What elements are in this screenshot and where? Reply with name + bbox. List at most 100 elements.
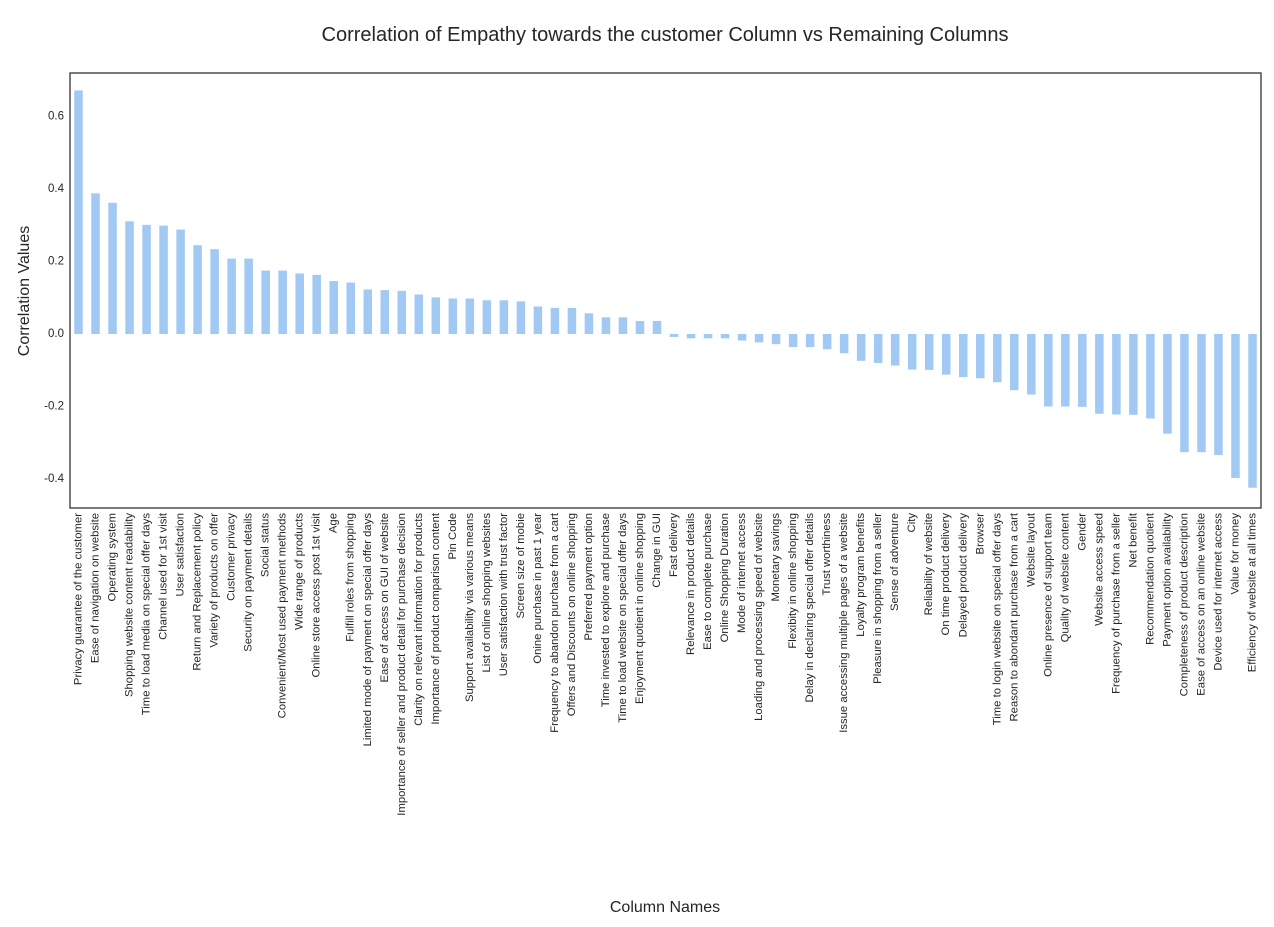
- x-tick-label: Limited mode of payment on special offer…: [362, 513, 374, 747]
- bar: [295, 273, 304, 334]
- bars-group: [74, 90, 1257, 488]
- bar: [516, 301, 526, 335]
- bar: [856, 334, 866, 361]
- y-tick-labels: -0.4 -0.2 0.0 0.2 0.4 0.6: [44, 111, 64, 486]
- bar: [907, 334, 917, 370]
- x-tick-label: Device used for internet access: [1212, 513, 1224, 671]
- bar: [652, 320, 662, 334]
- x-tick-label: Time to load website on special offer da…: [617, 513, 629, 723]
- bar: [278, 270, 287, 334]
- bar: [890, 334, 900, 366]
- bar: [635, 320, 645, 334]
- bar: [1044, 334, 1053, 407]
- bar: [244, 258, 253, 334]
- x-tick-label: Browser: [974, 513, 986, 555]
- x-tick-label: Payment option availability: [1161, 513, 1173, 647]
- bar: [976, 334, 985, 379]
- x-tick-label: Return and Replacement policy: [192, 513, 204, 671]
- x-tick-label: Pin Code: [447, 513, 459, 559]
- bar: [1129, 334, 1138, 415]
- x-tick-label: Variety of products on offer: [209, 513, 221, 648]
- y-tick-label: -0.4: [44, 473, 64, 485]
- x-tick-label: Issue accessing multiple pages of a webs…: [838, 513, 850, 733]
- bar: [74, 90, 83, 335]
- x-tick-label: Support availability via various means: [464, 513, 476, 702]
- bar: [754, 334, 764, 343]
- y-tick-label: 0.4: [48, 183, 65, 195]
- y-tick-label: -0.2: [44, 401, 64, 413]
- y-tick-label: 0.6: [48, 111, 64, 123]
- bar: [771, 334, 781, 345]
- x-tick-label: Fast delivery: [668, 513, 680, 577]
- bar: [703, 334, 713, 339]
- bar: [993, 334, 1002, 383]
- x-tick-label: Website layout: [1025, 512, 1037, 587]
- x-tick-label: Wide range of products: [294, 513, 306, 630]
- x-tick-label: Enjoyment quotient in online shopping: [634, 513, 646, 704]
- x-tick-label: Reliability of website: [923, 513, 935, 615]
- x-tick-label: Online presence of support team: [1042, 513, 1054, 677]
- bar: [312, 274, 321, 334]
- bar: [1214, 334, 1223, 456]
- bar: [839, 334, 849, 354]
- x-tick-label: Completeness of product description: [1178, 513, 1190, 696]
- x-tick-label: Social status: [260, 513, 272, 577]
- x-tick-label: Pleasure in shopping from a seller: [872, 513, 884, 684]
- bar: [329, 281, 338, 334]
- bar: [1061, 334, 1070, 407]
- plot-area-frame: [69, 72, 1262, 509]
- bar: [193, 245, 202, 334]
- bar: [941, 334, 951, 375]
- bar: [550, 307, 560, 334]
- x-tick-label: Mode of internet access: [736, 513, 748, 633]
- x-tick-label: Gender: [1076, 513, 1088, 551]
- bar: [499, 300, 509, 334]
- bar: [1027, 334, 1036, 395]
- bar: [822, 334, 832, 350]
- x-tick-label: Loading and processing speed of website: [753, 513, 765, 721]
- x-tick-label: Reason to abondant purchase from a cart: [1008, 512, 1020, 721]
- bar: [618, 317, 628, 334]
- x-tick-label: Age: [328, 513, 340, 533]
- bar: [261, 270, 270, 334]
- x-tick-label: Time to load media on special offer days: [141, 513, 153, 716]
- x-tick-labels: Privacy guarantee of the customer Ease of…: [73, 512, 1259, 816]
- y-tick-label: 0.0: [48, 328, 64, 340]
- x-tick-label: Frequency of purchase from a seller: [1110, 513, 1122, 694]
- x-tick-label: Recommendation quotient: [1144, 512, 1156, 645]
- x-tick-label: Flexibity in online shopping: [787, 513, 799, 649]
- bar: [805, 334, 815, 348]
- bar: [1078, 334, 1087, 407]
- x-tick-label: Operating system: [107, 513, 119, 602]
- x-tick-label: Relevance in product details: [685, 513, 697, 655]
- x-tick-label: Frequency to abandon purchase from a car…: [549, 512, 561, 733]
- bar: [686, 334, 696, 339]
- bar: [584, 313, 594, 334]
- x-tick-label: Quality of website content: [1059, 512, 1071, 642]
- bar: [125, 221, 134, 334]
- bar: [1197, 334, 1206, 453]
- x-tick-label: Ease of access on GUI of website: [379, 513, 391, 683]
- bar: [346, 282, 355, 334]
- bar: [1180, 334, 1189, 453]
- bar: [414, 294, 424, 334]
- bar: [363, 289, 373, 334]
- bar: [465, 298, 475, 334]
- y-tick-label: 0.2: [48, 256, 64, 268]
- x-tick-label: Preferred payment option: [583, 513, 595, 640]
- bar: [397, 290, 407, 334]
- x-tick-label: Online Shopping Duration: [719, 513, 731, 642]
- x-tick-label: City: [906, 513, 918, 533]
- bar: [227, 258, 236, 334]
- bar: [788, 334, 798, 348]
- x-tick-label: Channel used for 1st visit: [158, 512, 170, 640]
- bar: [91, 193, 100, 334]
- bar: [959, 334, 968, 378]
- x-tick-label: List of online shopping websites: [481, 513, 493, 673]
- bar: [448, 298, 458, 334]
- bar: [720, 334, 730, 339]
- x-tick-label: Convenient/Most used payment methods: [277, 513, 289, 719]
- x-tick-label: Privacy guarantee of the customer: [73, 513, 85, 685]
- bar: [1163, 334, 1172, 434]
- bar: [1112, 334, 1121, 415]
